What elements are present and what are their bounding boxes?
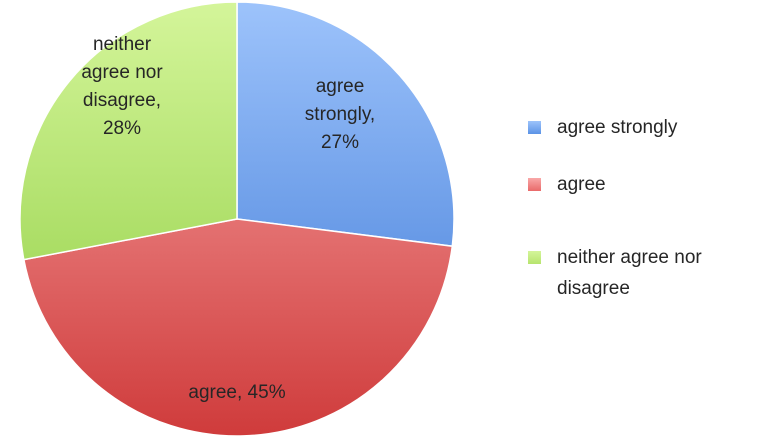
legend-label-agree-strongly: agree strongly [557, 117, 678, 138]
pie-chart: agree strongly, 27% agree, 45% neither agree … [19, 1, 455, 437]
pie-slice-neither-agree-nor-disagree [19, 1, 238, 261]
slice-label-agree-strongly: agree strongly, 27% [305, 76, 375, 153]
legend-item-agree-strongly: agree strongly [528, 112, 758, 143]
legend-item-neither: neither agree nor disagree [528, 242, 758, 304]
slice-label-agree: agree, 45% [188, 382, 285, 403]
slice-label-neither-agree-nor-disagree: neither agree nor disagree, 28% [81, 34, 163, 139]
legend-item-agree: agree [528, 169, 758, 200]
pie-slice-agree [22, 218, 454, 437]
legend-label-neither: neither agree nor disagree [557, 247, 702, 299]
legend-swatch-agree-strongly [528, 121, 541, 134]
legend-label-agree: agree [557, 174, 606, 195]
legend-swatch-agree [528, 178, 541, 191]
pie-slice-agree-strongly [236, 1, 455, 248]
legend: agree strongly agree neither agree nor d… [528, 112, 758, 330]
legend-swatch-neither [528, 251, 541, 264]
